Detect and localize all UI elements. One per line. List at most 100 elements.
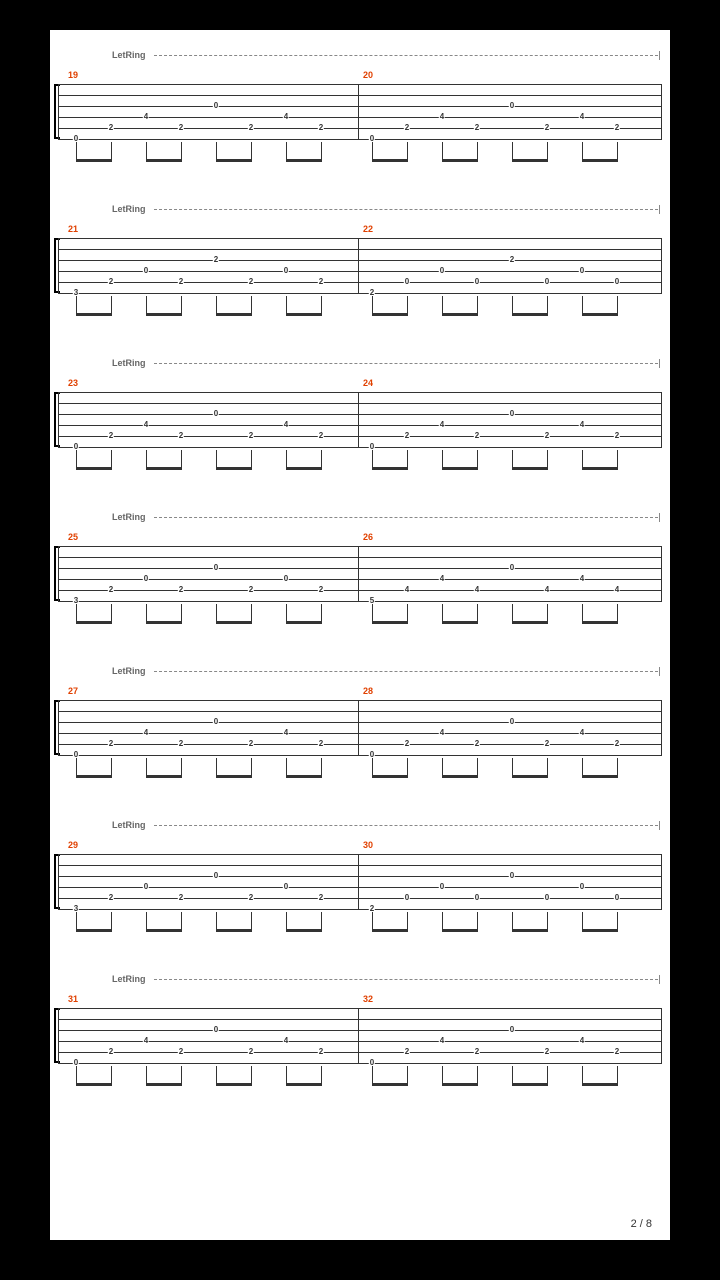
fret-number: 0 [283,267,289,275]
beam [216,929,252,932]
note-stem [216,450,217,468]
letring-dashes [154,55,658,56]
letring-end-tick [659,975,660,984]
beam [512,775,548,778]
beam [372,1083,408,1086]
tab-system: LetRing 27 28 0242024202420242 [58,666,662,792]
fret-number: 2 [178,432,184,440]
fret-number: 2 [544,124,550,132]
note-stem [442,296,443,314]
note-stem [372,912,373,930]
note-stem [617,1066,618,1084]
note-stem [442,450,443,468]
fret-number: 0 [509,872,515,880]
tab-system: LetRing 29 30 3202020220000000 [58,820,662,946]
beam [76,775,112,778]
fret-number: 4 [474,586,480,594]
note-stem [146,604,147,622]
staff-wrap: 3202020220000000 [58,854,662,946]
letring-label: LetRing [112,204,146,214]
note-stem [251,142,252,160]
tab-staff: 0242024202420242 [58,84,662,139]
fret-number: 2 [178,740,184,748]
note-stem [512,450,513,468]
note-stem [547,1066,548,1084]
barline [358,84,359,139]
note-stem [477,142,478,160]
beam [582,1083,618,1086]
staff-line [58,590,662,591]
note-stem [146,450,147,468]
staff-line [58,392,662,393]
beam [512,313,548,316]
fret-number: 0 [439,883,445,891]
fret-number: 2 [318,432,324,440]
measure-number: 25 [68,532,78,542]
note-stem [321,604,322,622]
note-stem [512,758,513,776]
note-stem [321,142,322,160]
fret-number: 0 [544,278,550,286]
staff-line [58,260,662,261]
staff-line [58,909,662,910]
fret-number: 0 [474,894,480,902]
fret-number: 0 [143,267,149,275]
staff-line [58,557,662,558]
fret-number: 4 [614,586,620,594]
note-stem [286,450,287,468]
note-stem [582,1066,583,1084]
letring-end-tick [659,513,660,522]
note-stem [617,912,618,930]
barline [58,546,59,601]
measure-number: 23 [68,378,78,388]
barline [58,238,59,293]
note-stem [442,758,443,776]
fret-number: 0 [283,575,289,583]
note-stem [76,450,77,468]
measure-number: 26 [363,532,373,542]
measure-number: 22 [363,224,373,234]
note-stem [442,142,443,160]
note-stem [407,450,408,468]
fret-number: 2 [178,278,184,286]
beam [146,929,182,932]
staff-line [58,447,662,448]
beam [76,929,112,932]
barline [661,700,662,755]
note-stem [181,758,182,776]
note-stem [617,450,618,468]
staff-line [58,1019,662,1020]
note-stem [321,450,322,468]
fret-number: 4 [579,1037,585,1045]
letring-dashes [154,517,658,518]
fret-number: 2 [544,740,550,748]
note-stem [146,1066,147,1084]
beam [286,467,322,470]
fret-number: 2 [108,1048,114,1056]
beam [442,929,478,932]
tab-staff: 0242024202420242 [58,1008,662,1063]
fret-number: 0 [509,564,515,572]
beam [512,1083,548,1086]
fret-number: 0 [439,267,445,275]
beam [146,621,182,624]
note-stem [286,758,287,776]
note-stem [547,142,548,160]
note-stem [442,912,443,930]
fret-number: 4 [579,729,585,737]
beam [442,1083,478,1086]
fret-number: 2 [614,1048,620,1056]
letring-dashes [154,825,658,826]
beam [146,1083,182,1086]
fret-number: 2 [614,124,620,132]
fret-number: 2 [178,894,184,902]
note-stem [146,912,147,930]
note-stem [111,142,112,160]
beam [582,467,618,470]
staff-wrap: 0242024202420242 [58,84,662,176]
letring-label: LetRing [112,512,146,522]
beam [442,467,478,470]
fret-number: 2 [108,894,114,902]
note-stem [477,296,478,314]
letring-end-tick [659,205,660,214]
